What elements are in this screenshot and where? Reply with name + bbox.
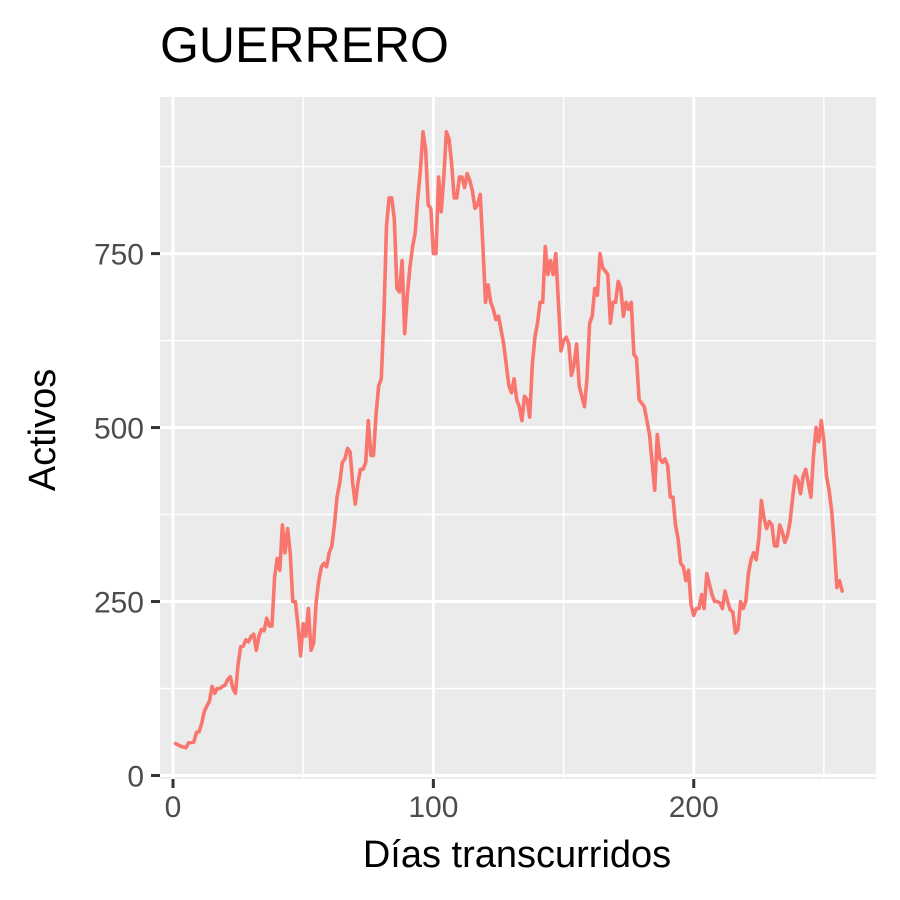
x-tick-label: 100 bbox=[408, 791, 458, 824]
series-line-activos bbox=[173, 130, 844, 750]
y-tick-label: 750 bbox=[94, 239, 144, 272]
y-axis: 0 250 500 750 bbox=[94, 239, 160, 794]
plot-panel bbox=[160, 97, 876, 779]
major-gridlines bbox=[160, 97, 876, 779]
x-axis-title: Días transcurridos bbox=[363, 834, 671, 876]
chart-title: GUERRERO bbox=[160, 17, 449, 73]
y-axis-title: Activos bbox=[22, 369, 64, 491]
y-tick-label: 250 bbox=[94, 587, 144, 620]
x-axis: 0 100 200 bbox=[165, 779, 719, 824]
x-tick-label: 0 bbox=[165, 791, 182, 824]
x-tick-label: 200 bbox=[669, 791, 719, 824]
y-tick-label: 0 bbox=[127, 761, 144, 794]
y-tick-label: 500 bbox=[94, 413, 144, 446]
